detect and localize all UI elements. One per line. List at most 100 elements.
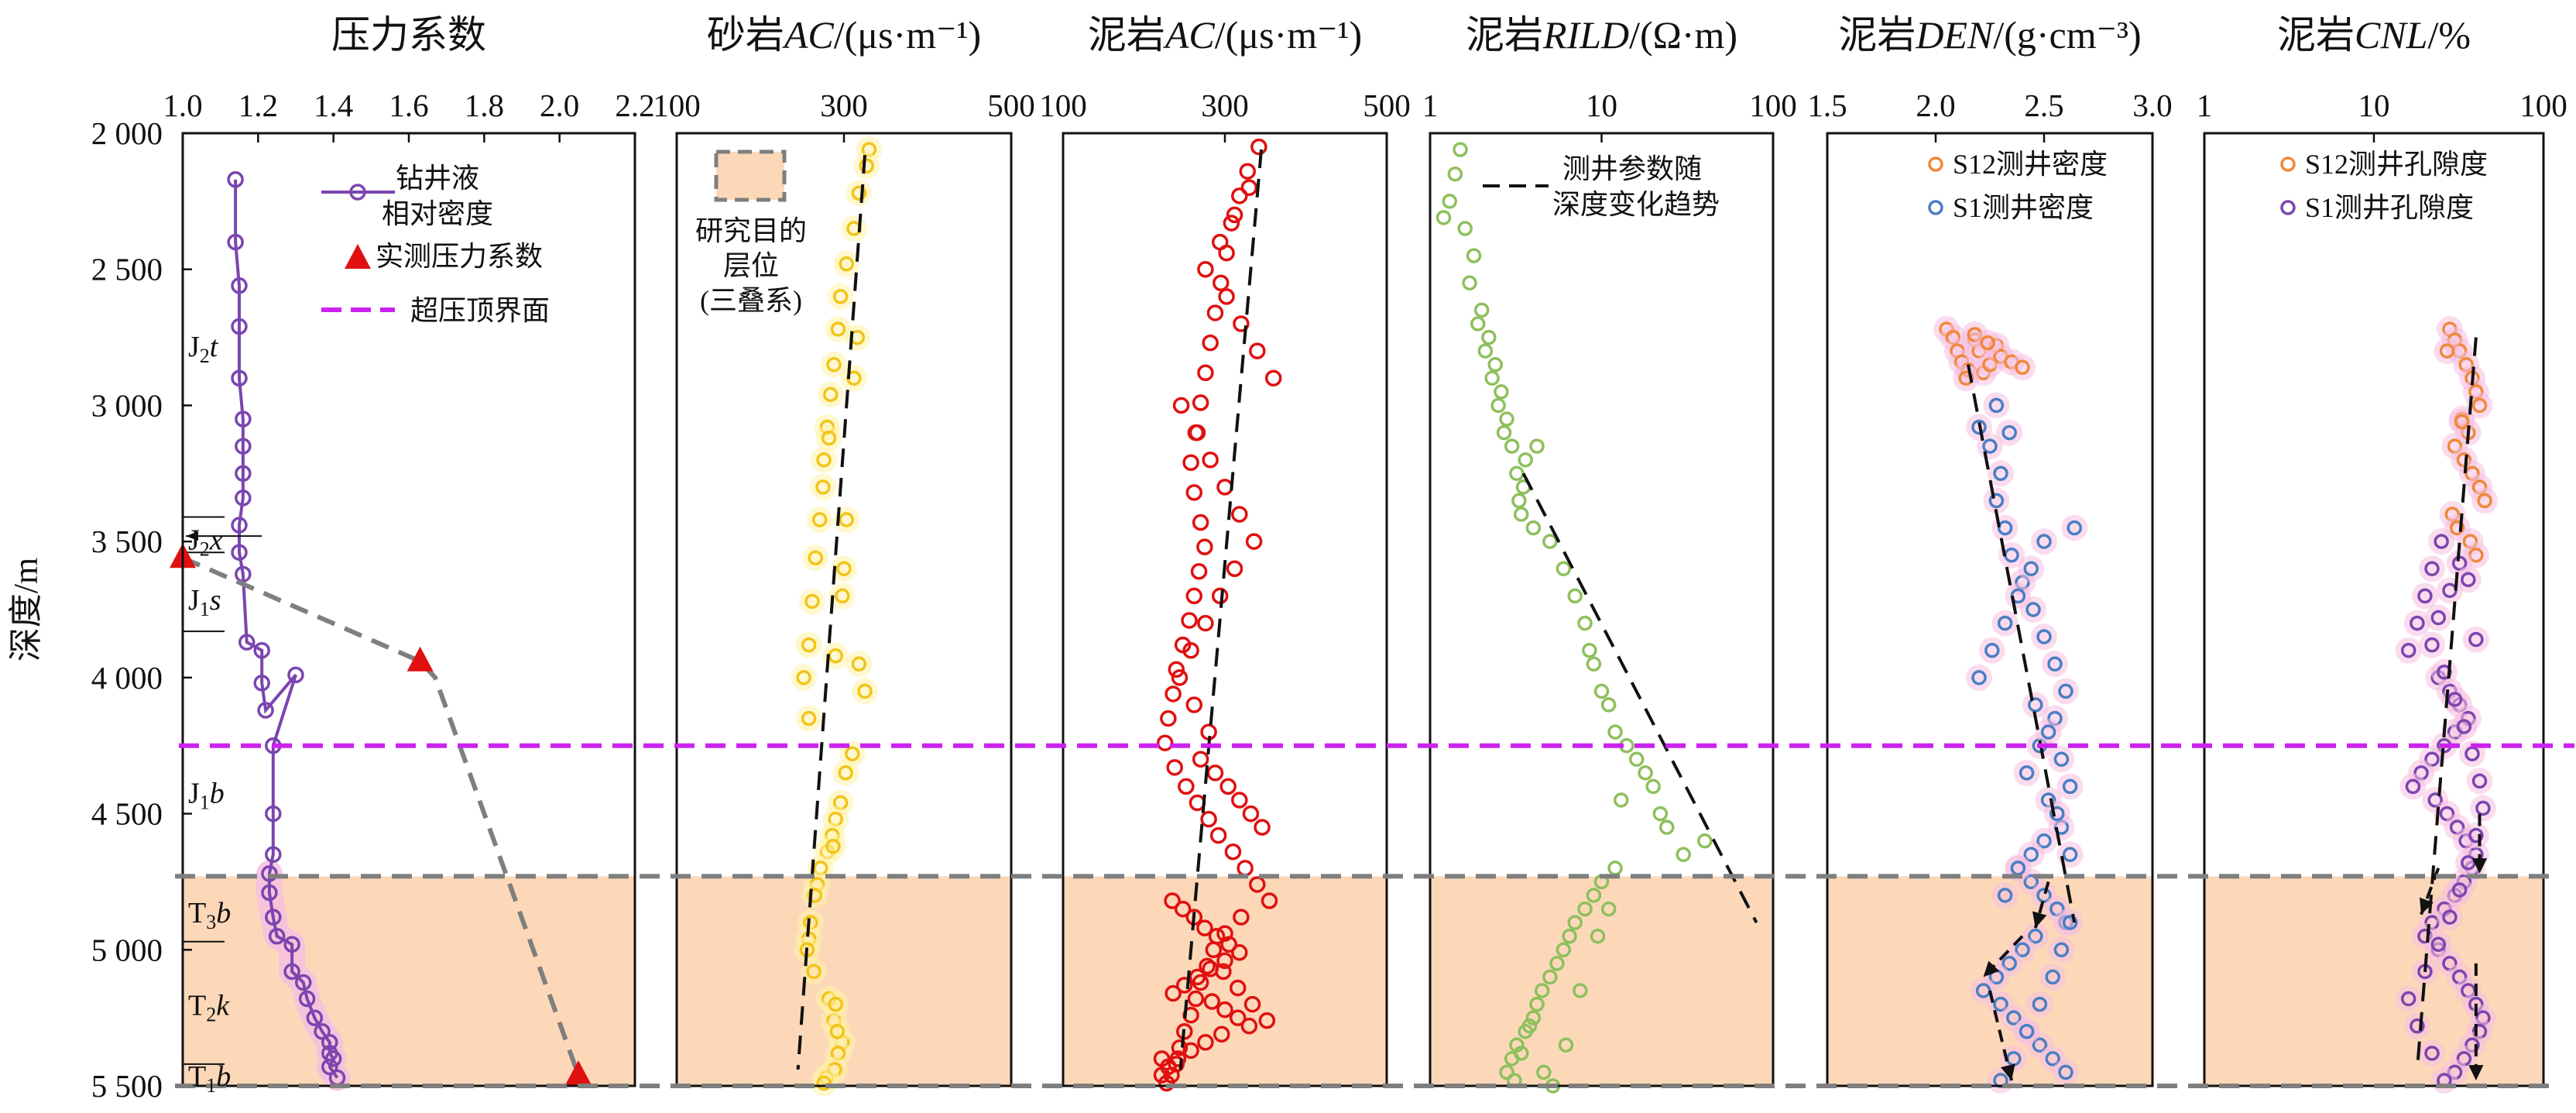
trend-line-2 — [1178, 149, 1264, 1070]
data-point-green — [1590, 928, 1606, 944]
point-halo — [795, 631, 822, 658]
x-tick-label: 500 — [987, 88, 1035, 123]
j2x-pointer-head — [186, 531, 198, 541]
point-halo — [2425, 931, 2452, 958]
data-point-green — [1504, 438, 1520, 454]
point-halo — [2056, 773, 2084, 800]
data-point-red — [1185, 696, 1203, 713]
data-point-red — [1254, 819, 1271, 836]
data-point-purple — [2434, 534, 2449, 549]
point-halo — [2411, 582, 2438, 610]
data-point-yellow — [816, 452, 832, 468]
x-tick-label: 2.2 — [615, 88, 654, 123]
point-halo — [2418, 555, 2445, 582]
data-point-yellow — [825, 838, 841, 854]
point-halo — [2471, 487, 2499, 514]
legend-label-trend: 测井参数随 — [1562, 153, 1702, 184]
data-point-red — [1240, 1017, 1258, 1035]
data-point-green — [1529, 996, 1545, 1012]
point-halo — [827, 283, 854, 310]
data-point-red — [1196, 919, 1213, 936]
data-point-red — [1226, 206, 1243, 224]
mud-density-point — [283, 936, 300, 953]
point-halo — [2013, 759, 2040, 786]
point-halo — [846, 180, 873, 207]
point-halo — [1983, 392, 2010, 419]
data-point-green — [1638, 765, 1653, 781]
mud-density-point — [231, 277, 248, 294]
data-point-red — [1200, 810, 1217, 828]
data-point-blue — [1988, 397, 2005, 414]
data-point-green — [1466, 248, 1482, 263]
data-point-red — [1192, 514, 1209, 531]
point-halo — [2428, 528, 2455, 555]
point-halo — [2048, 936, 2075, 964]
point-halo — [1991, 882, 2019, 909]
data-point-yellow — [811, 512, 828, 527]
data-point-red — [1249, 876, 1266, 893]
plot-layer — [170, 136, 2499, 1097]
point-halo — [2418, 631, 2445, 658]
data-point-red — [1237, 860, 1254, 877]
point-halo — [822, 991, 849, 1018]
data-point-purple — [2447, 692, 2463, 707]
data-point-green — [1582, 642, 1597, 658]
mud-density-point — [261, 884, 278, 902]
data-point-green — [1645, 778, 1661, 795]
data-point-red — [1229, 979, 1247, 997]
data-point-blue — [2045, 969, 2060, 985]
point-halo — [846, 651, 873, 678]
point-halo — [1978, 637, 2005, 664]
point-halo — [2436, 904, 2463, 931]
point-halo — [2466, 392, 2493, 419]
data-point-green — [1573, 983, 1588, 998]
y-tick-label: 5 000 — [91, 932, 163, 967]
legend-label-4-1: S1测井密度 — [1953, 192, 2094, 223]
mud-density-point — [235, 490, 252, 507]
x-tick-label: 1.2 — [238, 88, 278, 123]
point-halo — [2434, 338, 2461, 365]
trend-arrow-2 — [1988, 990, 2013, 1081]
data-point-green — [1567, 915, 1583, 930]
data-point-green — [1658, 819, 1675, 835]
data-point-orange — [2015, 359, 2030, 375]
data-point-blue — [1993, 996, 2008, 1012]
point-halo — [2061, 514, 2088, 541]
data-point-blue — [1993, 465, 2008, 482]
data-point-red — [1174, 900, 1192, 918]
data-point-red — [1223, 215, 1240, 232]
mud-density-point — [238, 634, 256, 651]
point-halo — [832, 759, 859, 786]
data-point-yellow — [830, 321, 846, 337]
point-halo — [1996, 419, 2023, 446]
legend-label-pressure: 实测压力系数 — [376, 241, 543, 272]
mud-density-point — [253, 641, 270, 659]
x-tick-label: 2.0 — [540, 88, 579, 123]
point-halo — [852, 678, 878, 705]
data-point-green — [1556, 561, 1572, 577]
data-point-purple — [2405, 778, 2421, 795]
data-point-blue — [2006, 1010, 2022, 1025]
target-zone-layer — [183, 876, 2543, 1086]
data-point-green — [1499, 1064, 1514, 1080]
point-halo — [2005, 582, 2032, 610]
mud-density-point — [298, 990, 316, 1008]
data-point-green — [1487, 356, 1503, 373]
data-point-red — [1206, 764, 1224, 782]
data-point-orange — [2471, 397, 2488, 414]
data-point-green — [1549, 956, 1565, 971]
trend-line-1 — [796, 154, 866, 1070]
x-tick-label: 1.8 — [465, 88, 504, 123]
data-point-red — [1211, 587, 1229, 605]
data-point-purple — [2451, 882, 2468, 898]
data-point-purple — [2410, 1018, 2425, 1034]
data-point-green — [1473, 302, 1490, 318]
x-tick-label: 500 — [1363, 88, 1411, 123]
data-point-blue — [2019, 1023, 2035, 1039]
mud-density-point — [306, 1009, 324, 1026]
x-tick-label: 3.0 — [2132, 88, 2172, 123]
data-point-orange — [1980, 335, 1995, 351]
point-halo — [2018, 555, 2045, 582]
data-point-red — [1182, 1042, 1199, 1060]
data-point-blue — [2032, 1037, 2048, 1053]
